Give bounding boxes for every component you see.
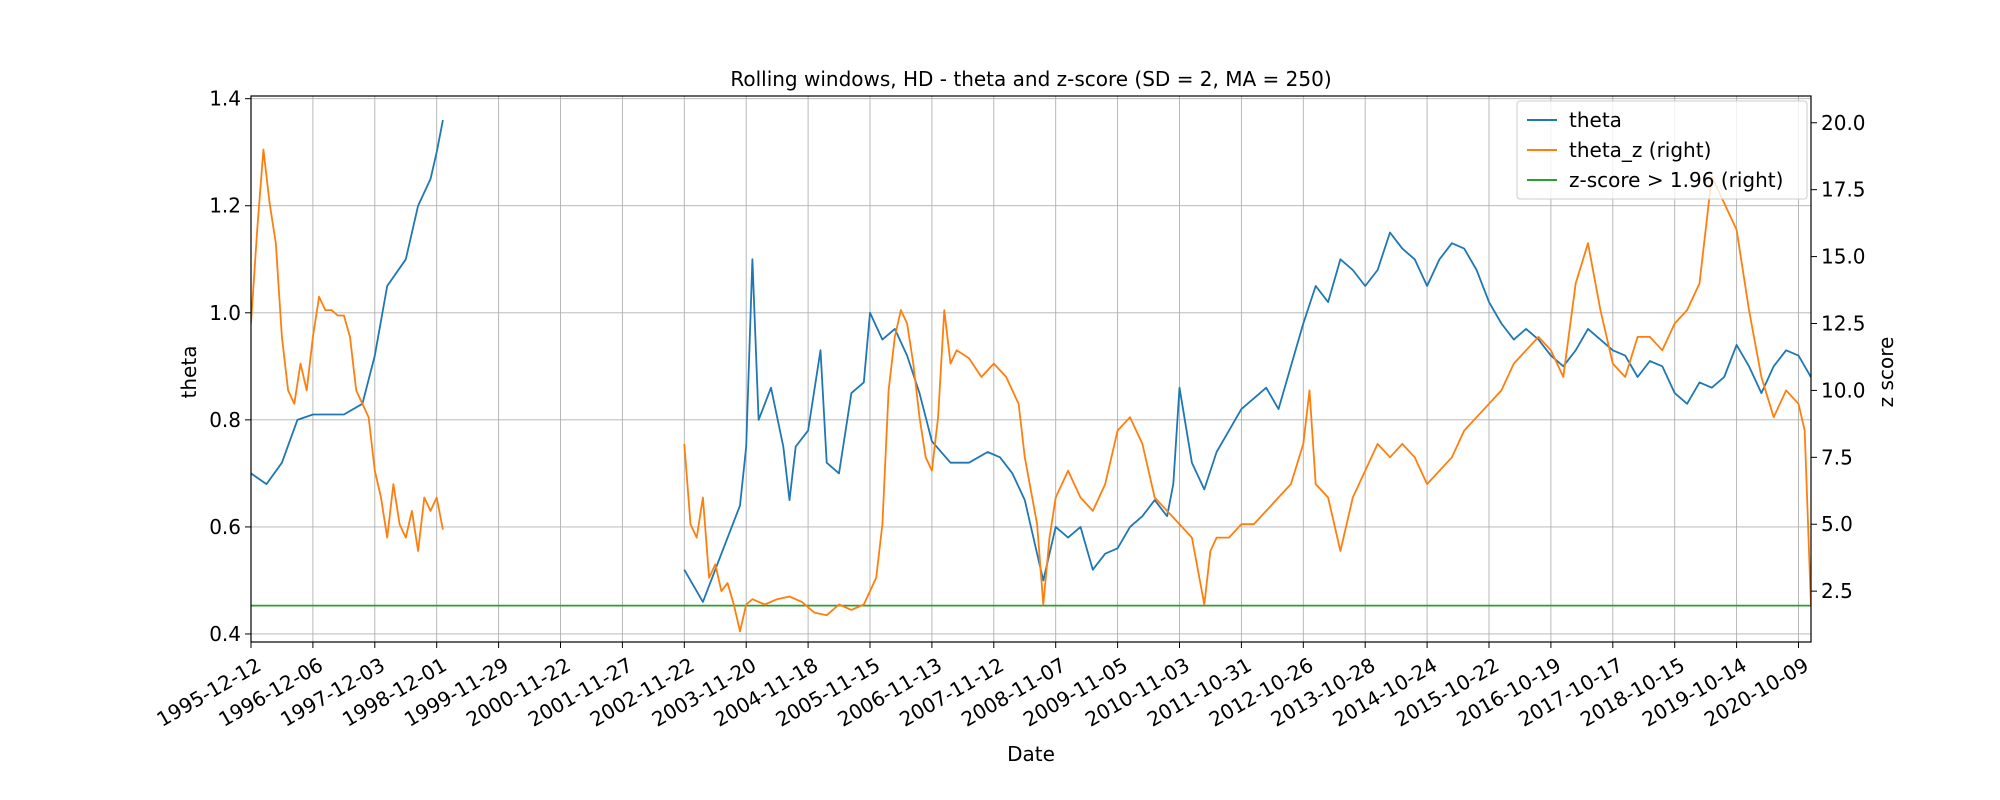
series-line-theta-z — [251, 148, 444, 552]
x-axis-label: Date — [1007, 742, 1055, 766]
left-y-tick-label: 1.0 — [209, 301, 241, 325]
right-y-tick-label: 2.5 — [1821, 579, 1853, 603]
legend-label: theta_z (right) — [1569, 138, 1711, 162]
series-line-theta-z — [683, 175, 1811, 633]
plot-area — [251, 119, 1811, 633]
right-y-tick-label: 12.5 — [1821, 312, 1866, 336]
right-y-tick-label: 10.0 — [1821, 378, 1866, 402]
left-y-axis-label: theta — [177, 346, 201, 399]
left-y-tick-label: 1.2 — [209, 194, 241, 218]
series-line-theta — [251, 119, 444, 485]
legend-label: theta — [1569, 108, 1622, 132]
right-y-tick-label: 20.0 — [1821, 111, 1866, 135]
legend-box — [1516, 100, 1808, 200]
left-y-tick-label: 0.6 — [209, 515, 241, 539]
left-y-tick-label: 1.4 — [209, 87, 241, 111]
plot-frame — [250, 95, 1812, 643]
left-y-tick-label: 0.4 — [209, 622, 241, 646]
left-y-tick-label: 0.8 — [209, 408, 241, 432]
legend: theta theta_z (right) z-score > 1.96 (righ… — [1516, 100, 1808, 200]
right-y-tick-label: 17.5 — [1821, 178, 1866, 202]
chart-title: Rolling windows, HD - theta and z-score … — [730, 67, 1331, 91]
legend-label: z-score > 1.96 (right) — [1569, 168, 1783, 192]
right-y-axis-label: z score — [1874, 337, 1898, 408]
right-y-tick-label: 7.5 — [1821, 445, 1853, 469]
right-y-tick-label: 15.0 — [1821, 245, 1866, 269]
right-y-tick-label: 5.0 — [1821, 512, 1853, 536]
